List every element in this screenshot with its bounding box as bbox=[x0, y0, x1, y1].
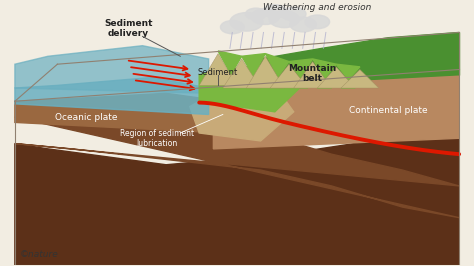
Polygon shape bbox=[318, 67, 355, 88]
Polygon shape bbox=[313, 59, 336, 88]
Polygon shape bbox=[190, 85, 294, 141]
Circle shape bbox=[230, 13, 263, 31]
Polygon shape bbox=[15, 77, 209, 114]
Text: Region of sediment
lubrication: Region of sediment lubrication bbox=[119, 128, 194, 148]
Polygon shape bbox=[15, 93, 223, 133]
Polygon shape bbox=[246, 56, 284, 88]
Circle shape bbox=[263, 5, 287, 18]
Text: Mountain
belt: Mountain belt bbox=[289, 64, 337, 83]
Polygon shape bbox=[223, 59, 261, 88]
Polygon shape bbox=[15, 117, 459, 218]
Polygon shape bbox=[341, 69, 379, 88]
Circle shape bbox=[269, 11, 300, 28]
Polygon shape bbox=[213, 67, 459, 149]
Text: Continental plate: Continental plate bbox=[349, 106, 428, 115]
Circle shape bbox=[290, 17, 317, 32]
Polygon shape bbox=[15, 46, 209, 93]
Polygon shape bbox=[270, 64, 308, 88]
Text: Sediment: Sediment bbox=[198, 68, 238, 77]
Polygon shape bbox=[242, 54, 265, 88]
Circle shape bbox=[246, 8, 266, 20]
Text: Sediment
delivery: Sediment delivery bbox=[104, 19, 153, 38]
Circle shape bbox=[220, 20, 244, 34]
Text: ©nature: ©nature bbox=[19, 250, 58, 259]
Polygon shape bbox=[289, 59, 313, 88]
Circle shape bbox=[305, 15, 329, 29]
Polygon shape bbox=[15, 128, 459, 265]
Polygon shape bbox=[265, 54, 289, 88]
Polygon shape bbox=[199, 54, 237, 85]
Text: Oceanic plate: Oceanic plate bbox=[55, 113, 117, 122]
Polygon shape bbox=[336, 64, 360, 88]
Circle shape bbox=[251, 9, 280, 24]
Circle shape bbox=[282, 7, 306, 21]
Text: Weathering and erosion: Weathering and erosion bbox=[263, 3, 372, 12]
Polygon shape bbox=[294, 61, 331, 88]
Polygon shape bbox=[261, 32, 459, 85]
Polygon shape bbox=[218, 51, 242, 88]
Polygon shape bbox=[199, 64, 308, 112]
